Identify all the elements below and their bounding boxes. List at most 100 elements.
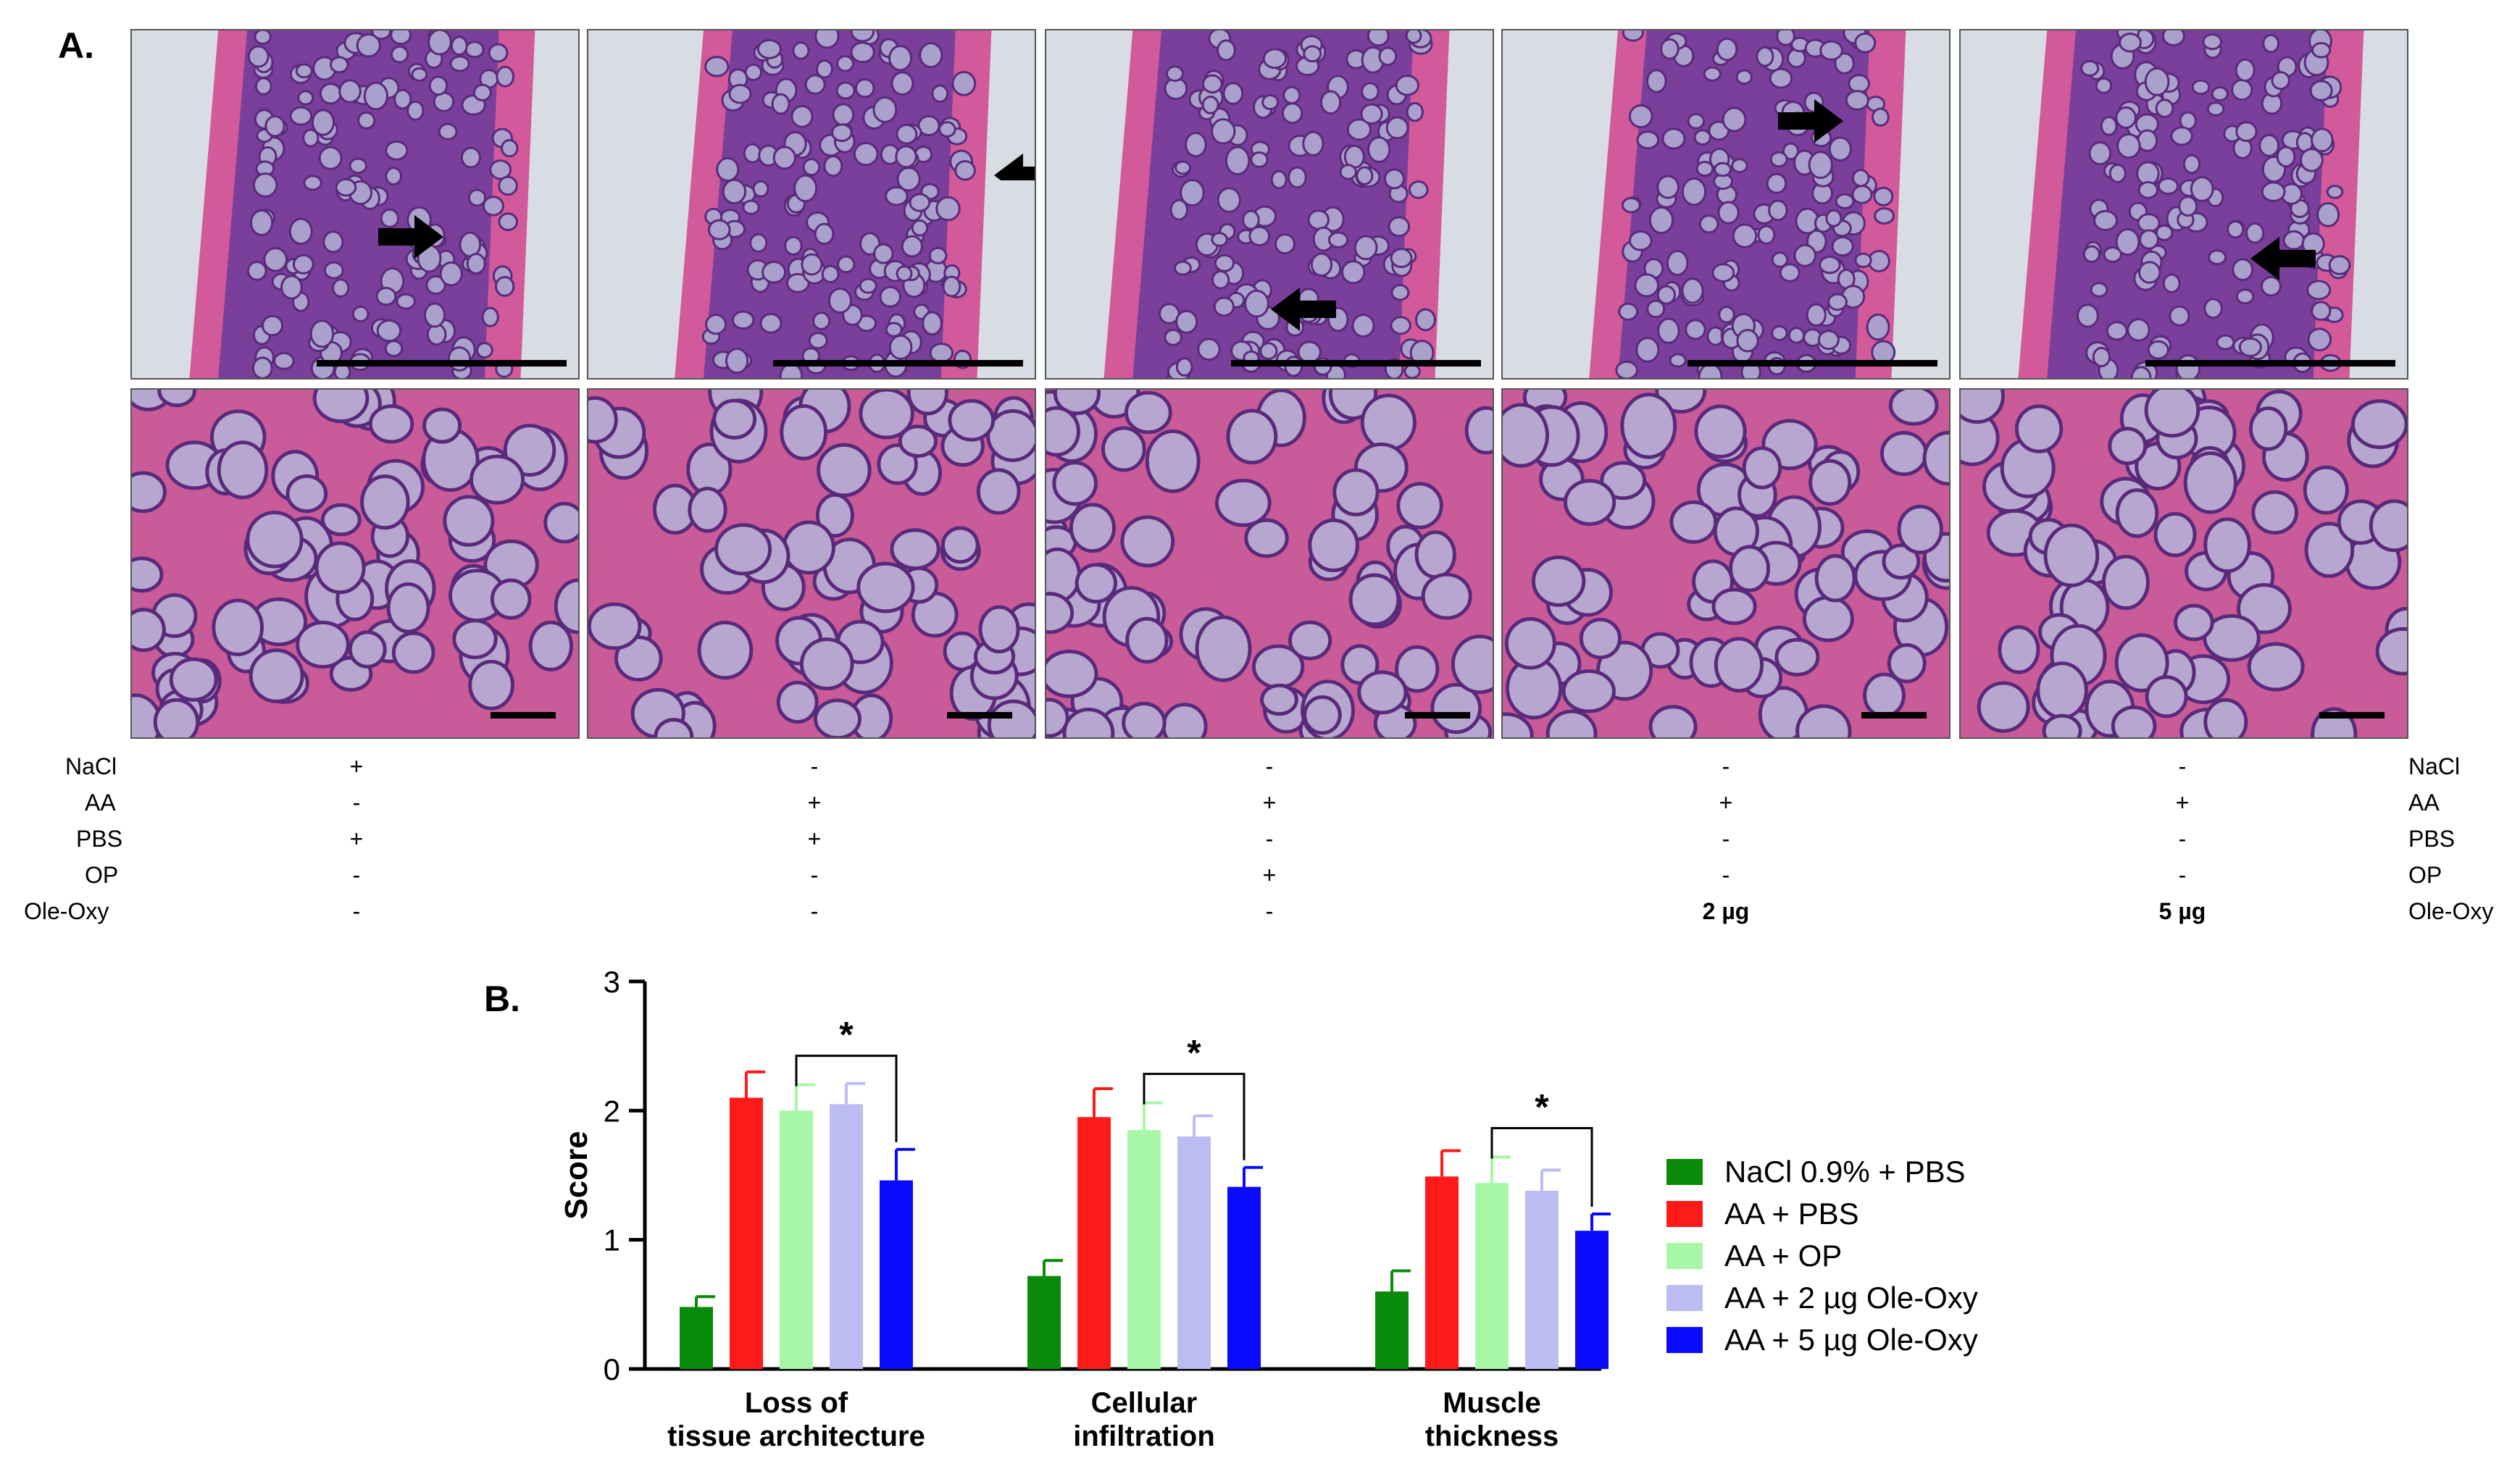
treatment-row-label-right: PBS (2408, 826, 2456, 852)
bar (1525, 1190, 1559, 1369)
legend-swatch (1666, 1159, 1703, 1185)
arrow-icon (1778, 99, 1843, 143)
significance-star: * (839, 1015, 854, 1055)
scale-bar (1687, 360, 1937, 367)
bar (1127, 1130, 1161, 1369)
treatment-cell: + (1719, 790, 1733, 816)
treatment-cell: - (352, 790, 361, 816)
legend-swatch (1666, 1285, 1703, 1311)
treatment-row-label-left: Ole-Oxy (24, 898, 109, 924)
treatment-cell: - (1265, 898, 1274, 924)
tile-aa-op-high (1045, 388, 1494, 739)
x-tick-label: thickness (1425, 1420, 1559, 1452)
treatment-cell: - (810, 862, 819, 888)
scale-bar (2145, 360, 2395, 367)
legend-item: AA + PBS (1666, 1197, 1859, 1231)
legend-label: AA + 5 µg Ole-Oxy (1724, 1323, 1978, 1357)
bar (1425, 1176, 1459, 1369)
treatment-cell: - (352, 862, 361, 888)
y-tick-label: 2 (604, 1094, 620, 1128)
significance-bracket (1490, 1127, 1593, 1207)
x-tick-label: tissue architecture (667, 1420, 925, 1452)
treatment-cell: 2 µg (1702, 898, 1750, 924)
scale-bar (1861, 712, 1927, 719)
legend-label: AA + 2 µg Ole-Oxy (1724, 1281, 1978, 1315)
bar (1575, 1231, 1609, 1369)
treatment-cell: - (2178, 753, 2187, 779)
tile-ole-5-low (1959, 29, 2408, 380)
treatment-row-label-left: OP (85, 862, 119, 888)
scale-bar (491, 712, 556, 719)
tile-aa-pbs-high (587, 388, 1036, 739)
treatment-cell: 5 µg (2158, 898, 2206, 924)
legend-swatch (1666, 1201, 1703, 1227)
treatment-cell: + (2175, 790, 2190, 816)
treatment-row-label-left: AA (85, 790, 116, 816)
scale-bar (1231, 360, 1481, 367)
bar (1375, 1291, 1409, 1369)
treatment-row-label-right: NaCl (2408, 753, 2461, 779)
bar (1027, 1276, 1061, 1369)
treatment-cell: - (810, 898, 819, 924)
treatment-cell: - (2178, 862, 2187, 888)
treatment-cell: + (807, 790, 822, 816)
treatment-row-label-right: OP (2408, 862, 2442, 888)
treatment-cell: + (1262, 862, 1277, 888)
scale-bar (2319, 712, 2385, 719)
treatment-cell: - (1265, 826, 1274, 852)
scale-bar (1405, 712, 1470, 719)
bar (730, 1097, 763, 1369)
treatment-row-label-left: PBS (76, 826, 123, 852)
treatment-cell: - (2178, 826, 2187, 852)
significance-bracket (795, 1055, 898, 1142)
bar (830, 1104, 863, 1369)
x-tick-label: Muscle (1443, 1387, 1541, 1419)
legend-item: AA + 2 µg Ole-Oxy (1666, 1281, 1978, 1315)
panel-a-label: A. (58, 25, 94, 66)
treatment-cell: - (1722, 862, 1730, 888)
x-tick-label: Loss of (745, 1387, 848, 1419)
scale-bar (773, 360, 1023, 367)
tile-ole-2-low (1501, 29, 1951, 380)
arrow-icon (994, 154, 1035, 181)
treatment-cell: + (807, 826, 822, 852)
legend-item: NaCl 0.9% + PBS (1666, 1155, 1966, 1189)
y-tick-label: 1 (604, 1223, 620, 1257)
legend-label: AA + PBS (1724, 1197, 1859, 1231)
tile-aa-pbs-low (587, 29, 1036, 380)
significance-star: * (1535, 1087, 1549, 1128)
bar (780, 1110, 813, 1369)
treatment-cell: - (810, 753, 819, 779)
treatment-cell: + (349, 826, 364, 852)
x-tick-label: Cellular (1091, 1387, 1198, 1419)
bar (1475, 1183, 1509, 1369)
treatment-cell: - (352, 898, 361, 924)
tile-ole-5-high (1959, 388, 2408, 739)
arrow-icon (2250, 237, 2316, 280)
bar (1077, 1117, 1111, 1369)
treatment-cell: - (1265, 753, 1274, 779)
treatment-row-label-right: Ole-Oxy (2408, 898, 2494, 924)
y-axis-label: Score (559, 1131, 594, 1219)
treatment-cell: - (1722, 826, 1730, 852)
bar (680, 1307, 713, 1369)
legend-item: AA + OP (1666, 1239, 1842, 1273)
panel-b-label: B. (484, 979, 520, 1019)
treatment-cell: + (1262, 790, 1277, 816)
treatment-cell: + (349, 753, 364, 779)
y-tick-label: 0 (604, 1352, 620, 1386)
treatment-row-label-left: NaCl (65, 753, 117, 779)
treatment-cell: - (1722, 753, 1730, 779)
arrow-icon (1271, 288, 1336, 331)
arrow-icon (378, 215, 443, 259)
legend-swatch (1666, 1243, 1703, 1269)
bar (1227, 1186, 1261, 1369)
tile-ole-2-high (1501, 388, 1951, 739)
bar (880, 1180, 913, 1369)
bar (1177, 1136, 1211, 1369)
tile-nacl-low (130, 29, 580, 380)
tile-aa-op-low (1045, 29, 1494, 380)
legend-swatch (1666, 1327, 1703, 1353)
legend-label: NaCl 0.9% + PBS (1724, 1155, 1966, 1189)
